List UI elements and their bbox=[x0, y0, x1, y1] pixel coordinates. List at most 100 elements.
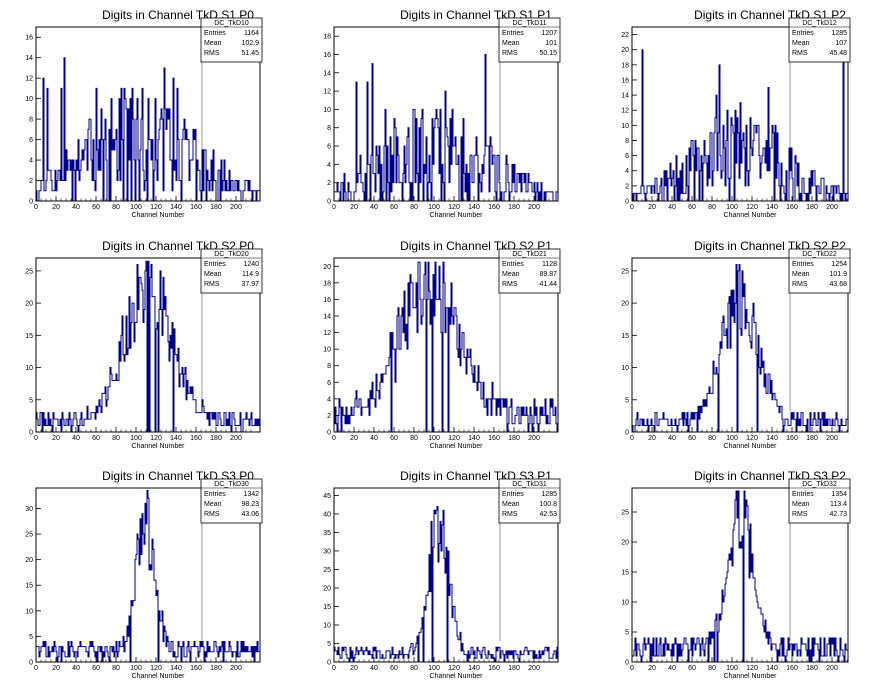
stats-value-entries: 1254 bbox=[831, 261, 847, 268]
stats-label-entries: Entries bbox=[792, 30, 814, 37]
y-tick-label: 18 bbox=[323, 280, 331, 287]
stats-label-mean: Mean bbox=[502, 40, 520, 47]
stats-label-rms: RMS bbox=[792, 50, 808, 57]
histogram-panel-p02: Digits in Channel TkD S1 P20 20 40 60 80 100 1… bbox=[621, 8, 851, 219]
x-tick-label: 140 bbox=[170, 435, 182, 442]
stats-label-entries: Entries bbox=[792, 491, 814, 498]
y-tick-label: 35 bbox=[323, 530, 331, 537]
y-tick-label: 22 bbox=[621, 32, 629, 39]
stats-label-rms: RMS bbox=[792, 281, 808, 288]
x-tick-label: 200 bbox=[826, 435, 838, 442]
x-tick-label: 0 bbox=[34, 204, 38, 211]
y-tick-label: 12 bbox=[323, 330, 331, 337]
stats-label-entries: Entries bbox=[204, 491, 226, 498]
x-tick-label: 100 bbox=[726, 204, 738, 211]
stats-value-mean: 114.9 bbox=[242, 271, 259, 278]
y-tick-label: 10 bbox=[621, 365, 629, 372]
stats-value-rms: 50.15 bbox=[539, 50, 557, 57]
y-tick-label: 2 bbox=[327, 413, 331, 420]
histogram-series bbox=[631, 263, 849, 433]
y-tick-label: 8 bbox=[625, 138, 629, 145]
stats-value-entries: 1240 bbox=[243, 261, 259, 268]
stats-value-entries: 1354 bbox=[831, 491, 847, 498]
x-tick-label: 120 bbox=[150, 435, 162, 442]
x-tick-label: 200 bbox=[528, 665, 540, 672]
y-tick-label: 6 bbox=[625, 153, 629, 160]
stats-label-mean: Mean bbox=[792, 271, 810, 278]
plot-frame bbox=[35, 257, 261, 433]
y-tick-label: 2 bbox=[327, 180, 331, 187]
stats-label-mean: Mean bbox=[204, 501, 222, 508]
x-tick-label: 160 bbox=[488, 204, 500, 211]
y-tick-label: 5 bbox=[625, 630, 629, 637]
x-tick-label: 200 bbox=[230, 435, 242, 442]
stats-label-rms: RMS bbox=[502, 511, 518, 518]
stats-name: DC_TkD30 bbox=[214, 481, 249, 488]
stats-value-rms: 43.68 bbox=[829, 281, 847, 288]
x-tick-label: 0 bbox=[332, 665, 336, 672]
y-tick-label: 4 bbox=[625, 168, 629, 175]
x-axis-label: Channel Number bbox=[430, 443, 484, 450]
x-tick-label: 80 bbox=[410, 204, 418, 211]
y-tick-label: 20 bbox=[621, 47, 629, 54]
x-tick-label: 0 bbox=[630, 665, 634, 672]
y-tick-label: 15 bbox=[25, 583, 33, 590]
x-tick-label: 140 bbox=[468, 435, 480, 442]
y-tick-label: 0 bbox=[327, 199, 331, 206]
stats-value-mean: 102.9 bbox=[241, 40, 259, 47]
x-tick-label: 20 bbox=[648, 435, 656, 442]
y-tick-label: 10 bbox=[323, 107, 331, 114]
x-tick-label: 160 bbox=[190, 665, 202, 672]
x-tick-label: 80 bbox=[410, 435, 418, 442]
y-tick-label: 5 bbox=[625, 397, 629, 404]
x-tick-label: 160 bbox=[488, 665, 500, 672]
x-tick-label: 140 bbox=[468, 204, 480, 211]
y-tick-label: 4 bbox=[29, 158, 33, 165]
stats-label-rms: RMS bbox=[502, 50, 518, 57]
stats-box: DC_TkD21 Entries 1128 Mean 89.87 RMS 41.44 bbox=[498, 248, 561, 412]
x-tick-label: 40 bbox=[370, 435, 378, 442]
x-tick-label: 80 bbox=[708, 435, 716, 442]
y-tick-label: 40 bbox=[323, 511, 331, 518]
x-tick-label: 160 bbox=[786, 204, 798, 211]
y-tick-label: 16 bbox=[25, 35, 33, 42]
stats-value-rms: 42.73 bbox=[829, 511, 847, 518]
x-tick-label: 200 bbox=[826, 665, 838, 672]
stats-box-frame bbox=[498, 478, 561, 524]
stats-value-entries: 1128 bbox=[542, 261, 557, 268]
x-axis-label: Channel Number bbox=[430, 673, 484, 680]
stats-value-rms: 37.97 bbox=[241, 281, 259, 288]
x-tick-label: 200 bbox=[230, 204, 242, 211]
histogram-panel-p00: Digits in Channel TkD S1 P00 20 40 60 80 100 1… bbox=[25, 8, 263, 219]
y-tick-label: 6 bbox=[29, 137, 33, 144]
stats-label-rms: RMS bbox=[204, 511, 220, 518]
x-tick-label: 180 bbox=[508, 435, 520, 442]
histogram-panel-p01: Digits in Channel TkD S1 P10 20 40 60 80 100 1… bbox=[323, 8, 561, 219]
y-tick-label: 15 bbox=[621, 333, 629, 340]
y-tick-label: 0 bbox=[29, 430, 33, 437]
x-tick-label: 100 bbox=[428, 435, 440, 442]
plot-frame bbox=[333, 257, 559, 433]
stats-box-frame bbox=[200, 17, 263, 63]
stats-label-entries: Entries bbox=[502, 261, 524, 268]
stats-box-frame bbox=[200, 248, 263, 294]
x-tick-label: 120 bbox=[746, 665, 758, 672]
stats-label-rms: RMS bbox=[204, 50, 220, 57]
y-tick-label: 20 bbox=[25, 557, 33, 564]
x-tick-label: 20 bbox=[52, 665, 60, 672]
histogram-panel-p21: Digits in Channel TkD S3 P10 20 40 60 80 100 1… bbox=[323, 469, 561, 680]
x-tick-label: 160 bbox=[786, 665, 798, 672]
stats-name: DC_TkD21 bbox=[512, 251, 547, 258]
stats-box-frame bbox=[498, 248, 561, 294]
y-tick-label: 25 bbox=[25, 268, 33, 275]
x-tick-label: 60 bbox=[688, 435, 696, 442]
histogram-series bbox=[333, 53, 559, 202]
x-tick-label: 60 bbox=[390, 665, 398, 672]
y-tick-label: 12 bbox=[323, 89, 331, 96]
stats-label-mean: Mean bbox=[792, 40, 810, 47]
y-tick-label: 18 bbox=[621, 62, 629, 69]
x-tick-label: 180 bbox=[806, 665, 818, 672]
x-tick-label: 40 bbox=[668, 204, 676, 211]
plot-frame bbox=[35, 487, 261, 663]
